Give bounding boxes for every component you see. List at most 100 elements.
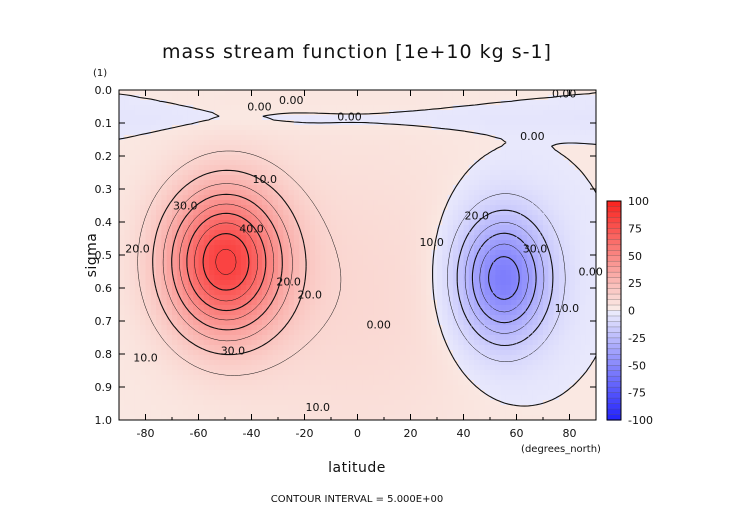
contour-label: 0.00 xyxy=(552,87,577,100)
contour-label: 0.00 xyxy=(520,130,545,143)
x-tick-label: -20 xyxy=(296,427,314,440)
contour-label: 0.00 xyxy=(337,110,362,123)
y-tick-label: 0.4 xyxy=(95,216,113,229)
colorbar-segment xyxy=(607,250,621,257)
contour-layer xyxy=(119,92,596,407)
contour-label: 0.00 xyxy=(247,101,272,114)
colorbar-segment xyxy=(607,244,621,251)
colorbar-tick-label: 50 xyxy=(628,250,642,263)
contour-label: 10.0 xyxy=(419,236,444,249)
colorbar-segment xyxy=(607,272,621,279)
colorbar-segment xyxy=(607,222,621,229)
colorbar-segment xyxy=(607,305,621,312)
x-tick-label: -60 xyxy=(190,427,208,440)
contour-labels: 0.000.000.000.000.0010.030.040.020.020.0… xyxy=(125,87,603,414)
y-tick-label: 0.3 xyxy=(95,183,113,196)
y-tick-label: 1.0 xyxy=(95,414,113,427)
colorbar-segment xyxy=(607,359,621,366)
x-tick-label: 20 xyxy=(404,427,418,440)
x-axis-label: latitude xyxy=(328,460,386,476)
contour-line xyxy=(447,193,566,362)
contour-label: 10.0 xyxy=(306,401,331,414)
colorbar-segment xyxy=(607,261,621,268)
colorbar-segment xyxy=(607,381,621,388)
contour-label: 10.0 xyxy=(253,173,278,186)
colorbar-segment xyxy=(607,201,621,208)
colorbar-segment xyxy=(607,409,621,416)
colorbar-segment xyxy=(607,233,621,240)
x-tick-label: 80 xyxy=(563,427,577,440)
contour-line xyxy=(456,209,554,347)
colorbar-tick-label: 25 xyxy=(628,277,642,290)
colorbar-tick-label: -100 xyxy=(628,414,653,427)
contour-label: 20.0 xyxy=(276,275,301,288)
x-tick-label: 40 xyxy=(457,427,471,440)
colorbar-segment xyxy=(607,398,621,405)
y-tick-label: 0.0 xyxy=(95,84,113,97)
colorbar-segment xyxy=(607,387,621,394)
colorbar-segment xyxy=(607,255,621,262)
y-tick-label: 0.5 xyxy=(95,249,113,262)
contour-label: 30.0 xyxy=(221,345,246,358)
colorbar-segment xyxy=(607,299,621,306)
x-tick-label: -40 xyxy=(243,427,261,440)
colorbar-tick-label: 75 xyxy=(628,222,642,235)
y-tick-label: 0.8 xyxy=(95,348,113,361)
y-tick-label: 0.9 xyxy=(95,381,113,394)
y-axis-label: sigma xyxy=(84,233,100,278)
contour-label: 0.00 xyxy=(279,94,304,107)
contour-label: 20.0 xyxy=(465,209,490,222)
y-units: (1) xyxy=(93,68,107,79)
colorbar-segment xyxy=(607,310,621,317)
contour-line xyxy=(186,212,267,312)
x-tick-label: -80 xyxy=(137,427,155,440)
colorbar-segment xyxy=(607,217,621,224)
colorbar-tick-label: 100 xyxy=(628,195,649,208)
colorbar-segment xyxy=(607,239,621,246)
colorbar-segment xyxy=(607,288,621,295)
colorbar-segment xyxy=(607,414,621,421)
contour-label: 20.0 xyxy=(298,289,323,302)
colorbar: 100 75 50 25 0 -25 -50 -75 -100 xyxy=(606,195,653,427)
contour-label: 10.0 xyxy=(133,351,158,364)
colorbar-segment xyxy=(607,348,621,355)
y-tick-label: 0.1 xyxy=(95,117,113,130)
colorbar-segment xyxy=(607,211,621,219)
contour-line xyxy=(171,193,283,331)
x-axis: -80 -60 -40 -20 0 20 40 60 80 xyxy=(118,90,597,440)
colorbar-segment xyxy=(607,332,621,339)
contour-line xyxy=(179,203,275,321)
contour-interval-note: CONTOUR INTERVAL = 5.000E+00 xyxy=(271,494,443,505)
colorbar-segment xyxy=(607,294,621,301)
contour-label: 30.0 xyxy=(173,200,198,213)
colorbar-segment xyxy=(607,277,621,284)
contour-label: 40.0 xyxy=(239,223,264,236)
colorbar-tick-label: -50 xyxy=(628,359,646,372)
contour-line xyxy=(215,248,237,275)
contour-label: 30.0 xyxy=(523,242,548,255)
y-tick-label: 0.2 xyxy=(95,150,113,163)
contour-line xyxy=(162,183,293,342)
contour-line xyxy=(471,232,537,324)
y-tick-label: 0.7 xyxy=(95,315,113,328)
contour-line xyxy=(194,222,259,302)
colorbar-segment xyxy=(607,370,621,377)
colorbar-segment xyxy=(607,343,621,350)
chart-title: mass stream function [1e+10 kg s-1] xyxy=(162,41,552,63)
contour-line xyxy=(152,169,307,356)
x-units: (degrees_north) xyxy=(521,444,601,455)
contour-line xyxy=(479,243,529,313)
colorbar-tick-label: -75 xyxy=(628,387,646,400)
contour-label: 0.00 xyxy=(366,318,391,331)
colorbar-frame xyxy=(606,200,622,421)
colorbar-segment xyxy=(607,206,621,213)
contour-label: 20.0 xyxy=(125,242,150,255)
colorbar-segment xyxy=(607,354,621,361)
colorbar-segment xyxy=(607,403,621,410)
x-tick-label: 60 xyxy=(510,427,524,440)
colorbar-segment xyxy=(607,326,621,333)
colorbar-segment xyxy=(607,283,621,290)
contour-label: 10.0 xyxy=(555,302,580,315)
x-tick-label: 0 xyxy=(354,427,361,440)
